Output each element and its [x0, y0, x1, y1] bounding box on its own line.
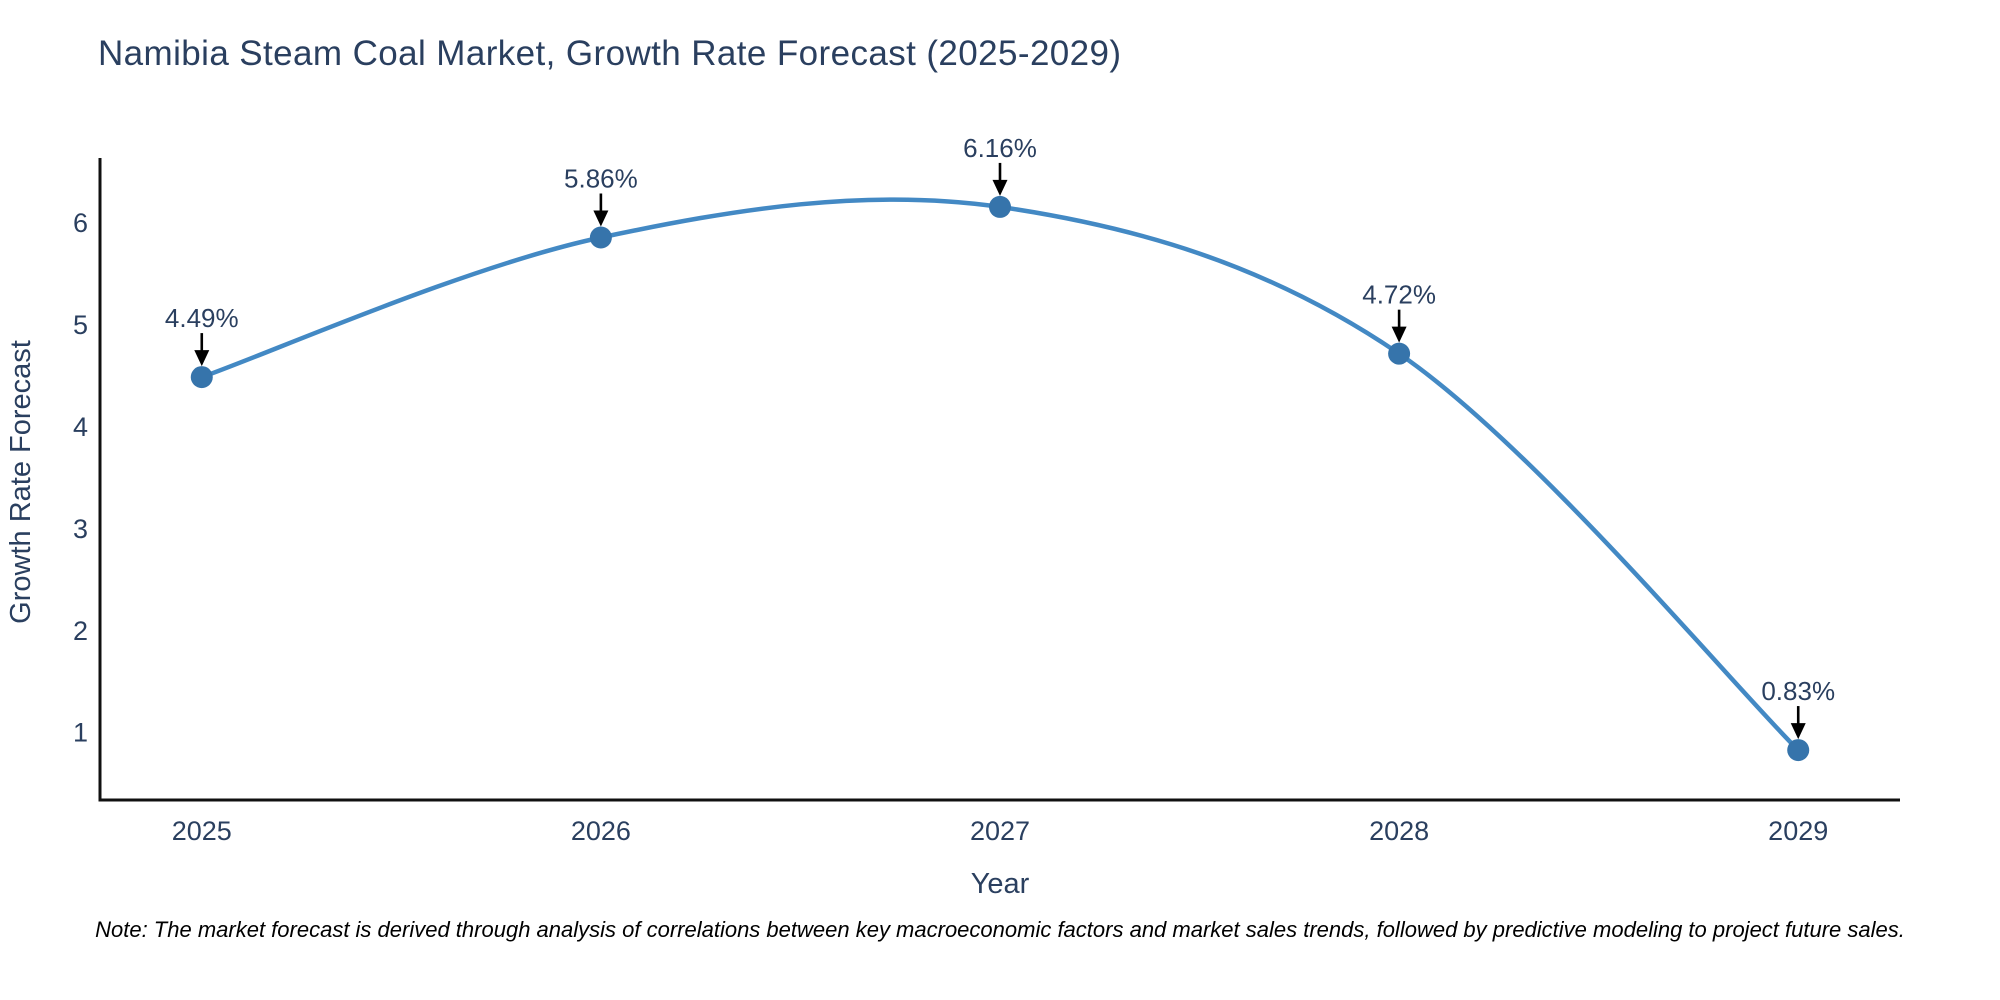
x-tick-label: 2027 [970, 816, 1030, 846]
x-axis-title: Year [971, 868, 1030, 900]
data-point-label: 6.16% [963, 133, 1037, 163]
x-tick-label: 2029 [1768, 816, 1828, 846]
forecast-line [199, 197, 1801, 753]
data-point-label: 5.86% [564, 163, 638, 193]
data-point-2025[interactable] [190, 366, 213, 389]
footnote: Note: The market forecast is derived thr… [95, 917, 1905, 942]
data-point-2027[interactable] [989, 195, 1011, 218]
annotation-arrowhead [1391, 326, 1407, 343]
y-tick-label: 3 [73, 514, 88, 544]
annotation-arrowhead [1790, 723, 1806, 740]
annotation-arrowhead [194, 350, 210, 367]
data-point-label: 4.49% [165, 303, 239, 333]
data-point-2028[interactable] [1388, 342, 1411, 365]
y-tick-label: 6 [73, 208, 88, 238]
data-point-2026[interactable] [589, 226, 612, 249]
annotation-arrowhead [992, 179, 1008, 196]
data-point-label: 0.83% [1761, 676, 1835, 706]
x-tick-label: 2026 [571, 816, 631, 846]
x-tick-label: 2028 [1369, 816, 1429, 846]
y-tick-label: 1 [73, 718, 88, 748]
data-point-2029[interactable] [1787, 739, 1810, 762]
chart-title: Namibia Steam Coal Market, Growth Rate F… [98, 34, 1122, 73]
y-axis-title: Growth Rate Forecast [5, 340, 37, 624]
y-tick-label: 5 [73, 310, 88, 340]
annotation-arrowhead [593, 210, 609, 227]
data-point-label: 4.72% [1362, 280, 1436, 310]
x-tick-label: 2025 [172, 816, 232, 846]
y-tick-label: 4 [73, 412, 88, 442]
y-tick-label: 2 [73, 616, 88, 646]
